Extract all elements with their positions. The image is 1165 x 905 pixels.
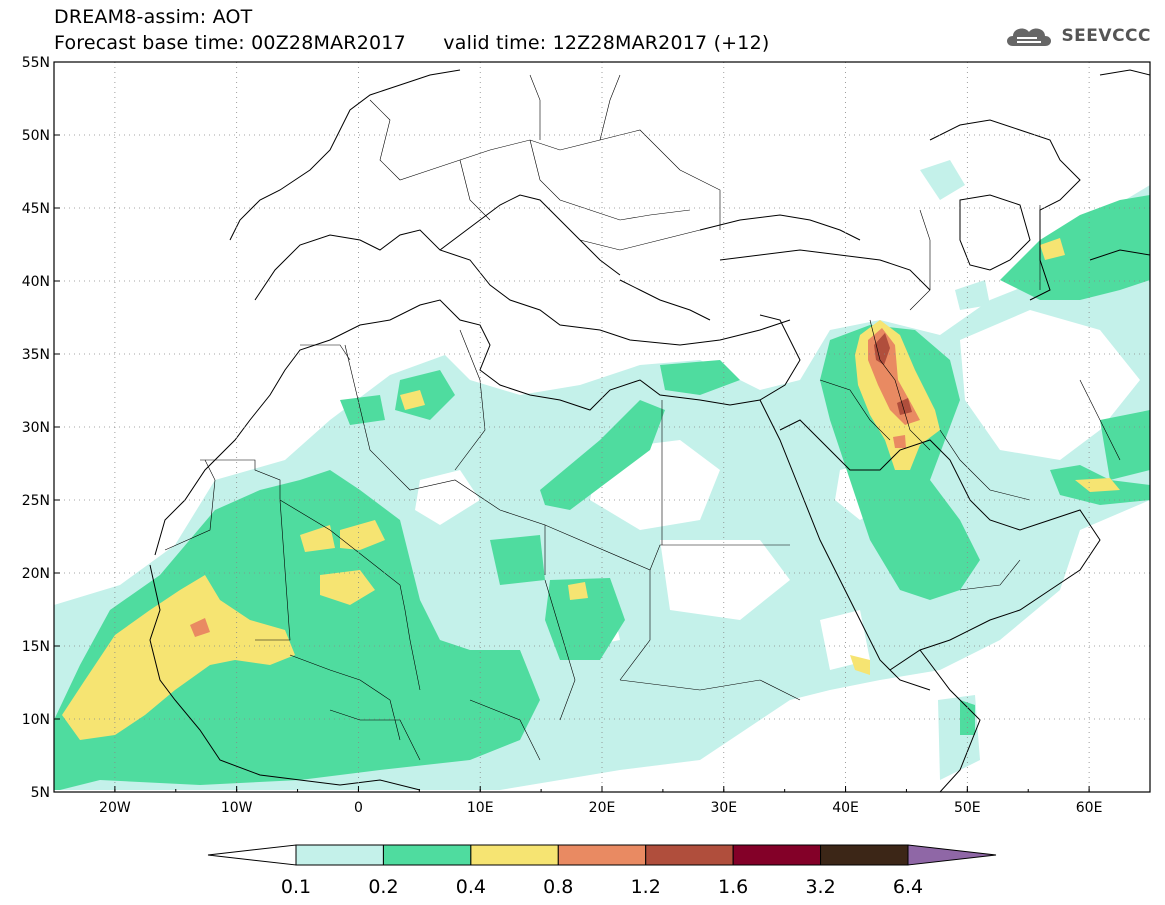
lat-label: 40N [22, 274, 50, 290]
lon-label: 50E [954, 800, 981, 816]
colorbar-label: 6.4 [893, 876, 923, 898]
cloud-logo-icon [1007, 28, 1052, 46]
axis-ticks [53, 61, 1151, 793]
colorbar-labels: 0.1 0.2 0.4 0.8 1.2 1.6 3.2 6.4 [281, 876, 923, 898]
lat-label: 15N [22, 639, 50, 655]
colorbar-label: 0.4 [456, 876, 486, 898]
colorbar-high-arrow [907, 844, 997, 866]
aot-level-1-2 [874, 333, 912, 415]
lat-label: 30N [22, 420, 50, 436]
lon-label: 10E [467, 800, 494, 816]
lat-label: 50N [22, 128, 50, 144]
lon-label: 20E [589, 800, 616, 816]
base-time: Forecast base time: 00Z28MAR2017 [54, 32, 406, 54]
time-line: Forecast base time: 00Z28MAR2017 valid t… [54, 32, 770, 54]
colorbar-label: 1.2 [631, 876, 661, 898]
colorbar-segment [295, 844, 384, 866]
lon-label: 40E [832, 800, 859, 816]
lon-label: 60E [1076, 800, 1103, 816]
aot-field [54, 160, 1150, 790]
colorbar-segment [732, 844, 822, 866]
lon-label: 20W [99, 800, 131, 816]
colorbar-low-arrow [207, 844, 297, 866]
coastlines [149, 69, 1150, 792]
longitude-labels: 20W 10W 0 10E 20E 30E 40E 50E 60E [99, 800, 1102, 816]
colorbar-segment [645, 844, 734, 866]
lon-label: 0 [354, 800, 363, 816]
colorbar-segment [557, 844, 647, 866]
lat-label: 25N [22, 493, 50, 509]
colorbar-segment [382, 844, 472, 866]
colorbar-label: 0.1 [281, 876, 311, 898]
aot-colorbar [207, 844, 997, 866]
lon-label: 10W [221, 800, 253, 816]
lat-label: 5N [31, 785, 50, 801]
country-borders [164, 74, 1121, 761]
colorbar-label: 0.8 [543, 876, 573, 898]
seevccc-logo: SEEVCCC [1003, 22, 1151, 50]
lat-label: 20N [22, 566, 50, 582]
colorbar-label: 0.2 [368, 876, 398, 898]
valid-time: valid time: 12Z28MAR2017 (+12) [443, 32, 770, 54]
colorbar-label: 3.2 [805, 876, 835, 898]
lon-label: 30E [710, 800, 737, 816]
colorbar-label: 1.6 [718, 876, 748, 898]
latitude-labels: 55N 50N 45N 40N 35N 30N 25N 20N 15N 10N 5N [22, 55, 50, 801]
lat-label: 10N [22, 712, 50, 728]
lat-label: 35N [22, 347, 50, 363]
colorbar-segment [820, 844, 909, 866]
logo-text: SEEVCCC [1061, 26, 1151, 46]
lat-label: 45N [22, 201, 50, 217]
graticule [54, 62, 1150, 792]
map-title: DREAM8-assim: AOT [54, 6, 253, 28]
colorbar-segment [470, 844, 559, 866]
lat-label: 55N [22, 55, 50, 71]
